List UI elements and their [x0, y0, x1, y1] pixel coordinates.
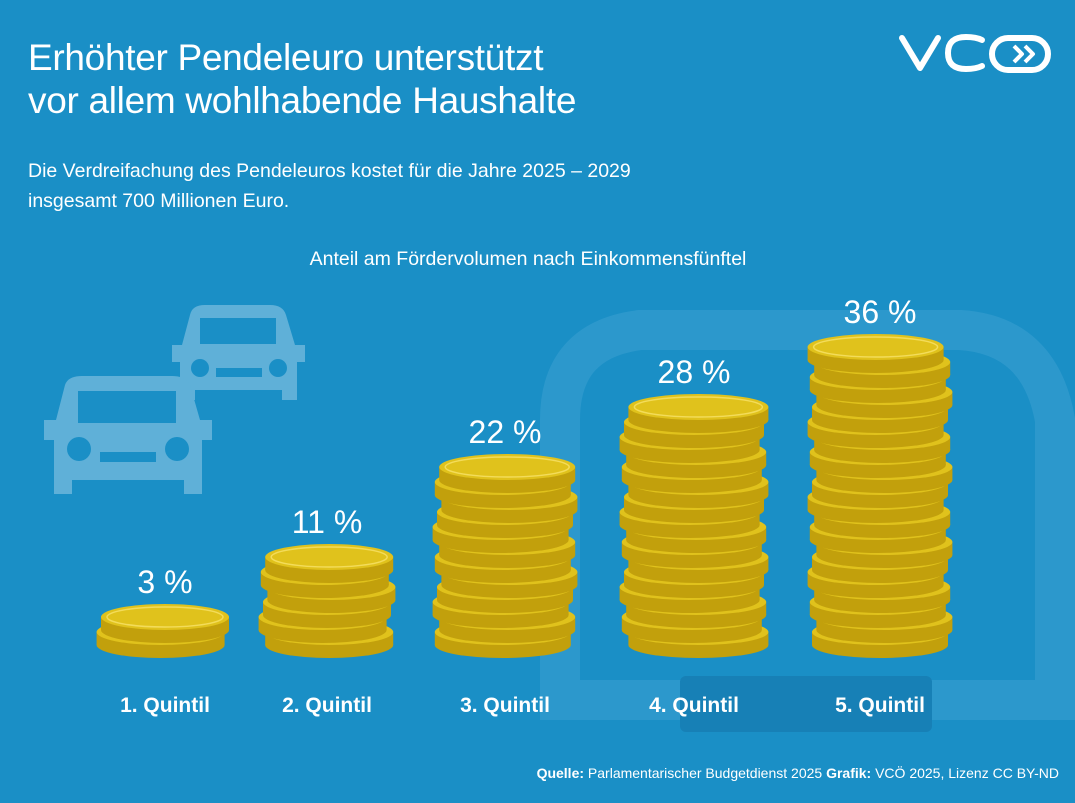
vco-logo-icon: [899, 34, 1051, 73]
subtitle-line-1: Die Verdreifachung des Pendeleuros koste…: [28, 160, 631, 182]
value-label: 22 %: [469, 414, 542, 450]
title-line-1: Erhöhter Pendeleuro unterstützt: [28, 37, 544, 78]
coin-stack: [807, 334, 953, 658]
title-line-2: vor allem wohlhabende Haushalte: [28, 80, 577, 121]
page-title: Erhöhter Pendeleuro unterstützt vor alle…: [28, 36, 576, 122]
coin-stack: [258, 544, 396, 658]
value-label: 36 %: [844, 294, 917, 330]
graphic-text: VCÖ 2025, Lizenz CC BY-ND: [871, 765, 1059, 781]
car-icon: [44, 376, 212, 494]
car-icon: [172, 305, 305, 400]
source-text: Parlamentarischer Budgetdienst 2025: [584, 765, 827, 781]
chart-title: Anteil am Fördervolumen nach Einkommensf…: [309, 248, 747, 270]
coin-stack: [619, 394, 769, 658]
graphic-label: Grafik:: [826, 765, 872, 781]
coin-stack: [96, 604, 229, 658]
value-label: 11 %: [292, 504, 363, 540]
value-label: 3 %: [137, 564, 192, 600]
subtitle-line-2: insgesamt 700 Millionen Euro.: [28, 190, 290, 212]
highlight-box: [680, 676, 932, 732]
page-subtitle: Die Verdreifachung des Pendeleuros koste…: [28, 156, 631, 216]
footer-credit: Quelle: Parlamentarischer Budgetdienst 2…: [537, 765, 1059, 781]
source-label: Quelle:: [536, 765, 585, 781]
coin-stack: [432, 454, 578, 658]
category-label: 3. Quintil: [460, 694, 550, 717]
category-label: 2. Quintil: [282, 694, 372, 717]
category-label: 1. Quintil: [120, 694, 210, 717]
category-label: 5. Quintil: [835, 694, 925, 717]
category-label: 4. Quintil: [649, 694, 739, 717]
value-label: 28 %: [658, 354, 731, 390]
